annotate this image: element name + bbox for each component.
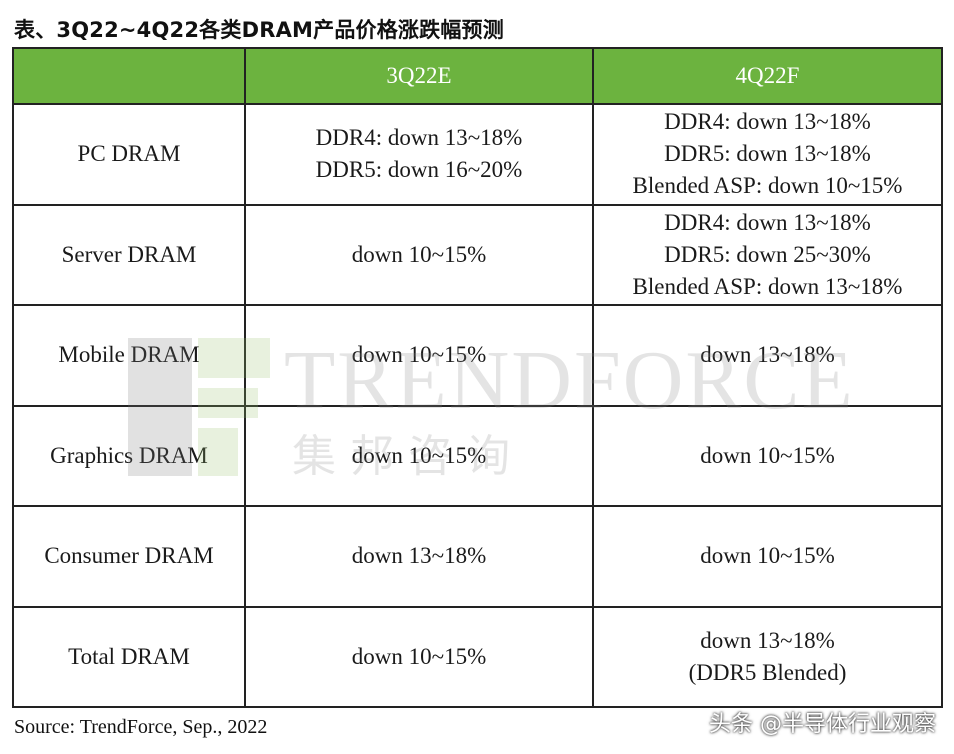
forecast-line: down 10~15% [351, 241, 487, 267]
forecast-line: down 13~18% [351, 543, 487, 569]
forecast-line: DDR4: down 13~18% [664, 109, 871, 135]
forecast-line: down 10~15% [351, 342, 487, 368]
product-cell: Graphics DRAM [12, 404, 246, 507]
table-row: PC DRAM DDR4: down 13~18% DDR5: down 16~20… [12, 103, 943, 206]
table-row: Total DRAM down 10~15% down 13~18% (DDR5 Bl… [12, 605, 943, 708]
forecast-line: down 10~15% [351, 643, 487, 669]
product-cell: Server DRAM [12, 203, 246, 306]
source-note: Source: TrendForce, Sep., 2022 [14, 716, 268, 738]
product-cell: Mobile DRAM [12, 304, 246, 407]
forecast-4q22f-cell: DDR4: down 13~18% DDR5: down 25~30% Blende… [592, 203, 943, 306]
forecast-line: down 10~15% [700, 543, 835, 569]
forecast-4q22f-cell: down 13~18% (DDR5 Blended) [592, 605, 943, 708]
forecast-3q22e-cell: DDR4: down 13~18% DDR5: down 16~20% [244, 103, 594, 206]
header-4q22f: 4Q22F [592, 47, 943, 105]
product-cell: PC DRAM [12, 103, 246, 206]
table-row: Consumer DRAM down 13~18% down 10~15% [12, 505, 943, 608]
forecast-3q22e-cell: down 10~15% [244, 203, 594, 306]
forecast-line: DDR5: down 16~20% [315, 157, 523, 183]
product-cell: Total DRAM [12, 605, 246, 708]
credit-overlay: 头条 @半导体行业观察 [709, 712, 936, 737]
forecast-3q22e-cell: down 13~18% [244, 505, 594, 608]
forecast-line: Blended ASP: down 10~15% [632, 173, 903, 199]
forecast-line: DDR4: down 13~18% [315, 125, 523, 151]
header-3q22e: 3Q22E [244, 47, 594, 105]
forecast-3q22e-cell: down 10~15% [244, 304, 594, 407]
header-row: 3Q22E 4Q22F [12, 47, 943, 105]
forecast-line: DDR4: down 13~18% [664, 209, 871, 235]
forecast-3q22e-cell: down 10~15% [244, 404, 594, 507]
table-body: PC DRAM DDR4: down 13~18% DDR5: down 16~20… [12, 103, 943, 708]
forecast-line: down 10~15% [351, 442, 487, 468]
forecast-3q22e-cell: down 10~15% [244, 605, 594, 708]
table-title: 表、3Q22~4Q22各类DRAM产品价格涨跌幅预测 [14, 18, 504, 42]
dram-price-table: 3Q22E 4Q22F PC DRAM DDR4: down 13~18% DDR5… [12, 47, 943, 708]
forecast-line: DDR5: down 25~30% [664, 241, 871, 267]
forecast-line: down 13~18% [700, 342, 835, 368]
forecast-4q22f-cell: down 10~15% [592, 505, 943, 608]
forecast-line: DDR5: down 13~18% [664, 141, 871, 167]
forecast-line: down 10~15% [700, 442, 835, 468]
table-row: Server DRAM down 10~15% DDR4: down 13~18% D… [12, 203, 943, 306]
product-cell: Consumer DRAM [12, 505, 246, 608]
forecast-4q22f-cell: down 10~15% [592, 404, 943, 507]
header-corner-cell [12, 47, 246, 105]
forecast-4q22f-cell: DDR4: down 13~18% DDR5: down 13~18% Blende… [592, 103, 943, 206]
table-row: Mobile DRAM down 10~15% down 13~18% [12, 304, 943, 407]
forecast-line: down 13~18% [700, 627, 835, 653]
forecast-line: Blended ASP: down 13~18% [632, 273, 903, 299]
table-row: Graphics DRAM down 10~15% down 10~15% [12, 404, 943, 507]
forecast-line: (DDR5 Blended) [688, 659, 847, 685]
forecast-4q22f-cell: down 13~18% [592, 304, 943, 407]
